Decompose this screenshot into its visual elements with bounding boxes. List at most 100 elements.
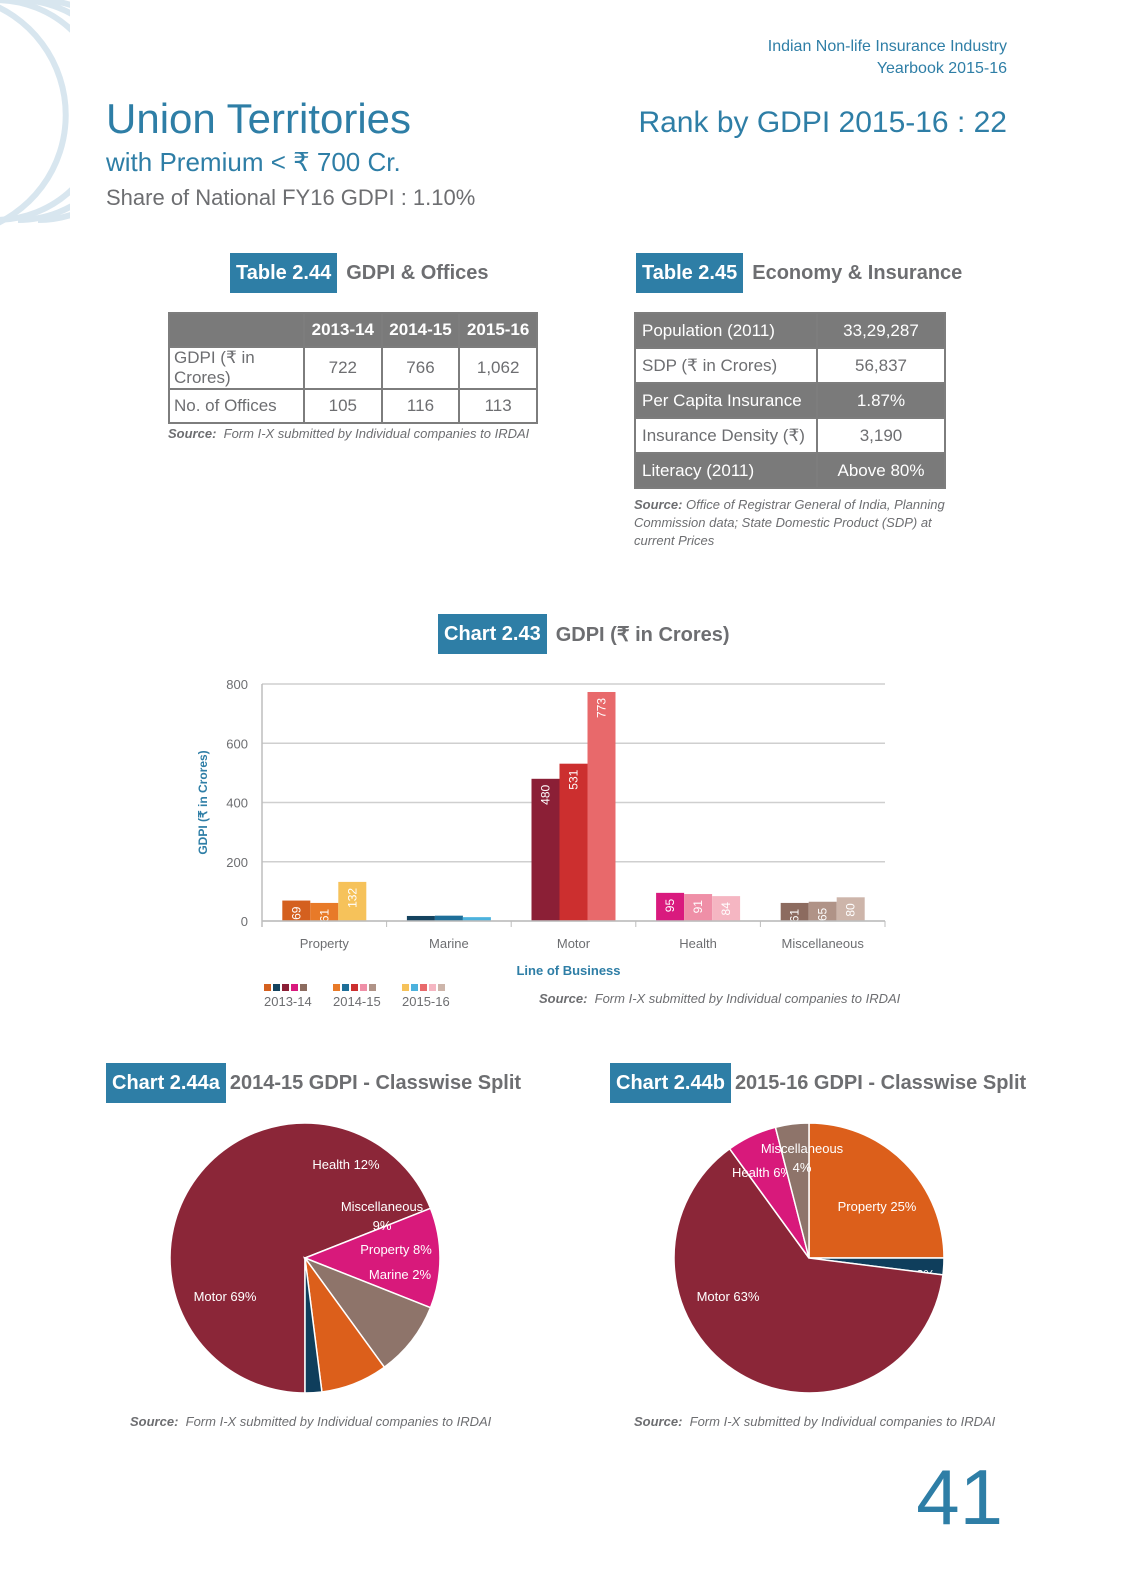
row-label: Literacy (2011) [634, 452, 818, 489]
bar-marine-2014-15 [434, 915, 463, 921]
bar-marine-2015-16 [462, 917, 491, 921]
chart-2-44b-source: Source: Form I-X submitted by Individual… [634, 1413, 995, 1431]
table-row: SDP (₹ in Crores) 56,837 [634, 347, 946, 384]
x-tick-label: Miscellaneous [782, 936, 865, 951]
caption-title: Economy & Insurance [752, 261, 963, 284]
source-label: Source: [539, 991, 588, 1006]
legend-label: 2015-16 [402, 994, 450, 1009]
caption-number: Table 2.44 [230, 253, 338, 293]
caption-title: 2014-15 GDPI - Classwise Split [229, 1071, 522, 1094]
caption-number: Chart 2.44b [610, 1063, 731, 1103]
bar-value-label: 480 [539, 784, 553, 804]
pie-label: Marine 2% [369, 1267, 432, 1282]
table-row: Insurance Density (₹) 3,190 [634, 417, 946, 454]
x-tick-label: Health [679, 936, 717, 951]
y-axis-label: GDPI (₹ in Crores) [196, 750, 210, 854]
chart-2-44a-source: Source: Form I-X submitted by Individual… [130, 1413, 491, 1431]
caption-title: GDPI & Offices [346, 261, 489, 284]
national-share: Share of National FY16 GDPI : 1.10% [106, 185, 476, 210]
chart-2-44a-caption: Chart 2.44a 2014-15 GDPI - Classwise Spl… [106, 1063, 521, 1103]
legend-swatch [300, 984, 307, 991]
bar-motor-2013-14 [531, 778, 560, 921]
pie-label: Property 8% [360, 1242, 432, 1257]
source-text: Form I-X submitted by Individual compani… [223, 426, 530, 441]
source-text: Form I-X submitted by Individual compani… [185, 1414, 492, 1429]
bar-health-2013-14 [656, 892, 685, 921]
bar-marine-2013-14 [406, 915, 435, 921]
x-tick-label: Property [300, 936, 350, 951]
pie-label: Health 6% [732, 1165, 792, 1180]
table-2-45-caption: Table 2.45 Economy & Insurance [636, 253, 962, 293]
legend-swatch [411, 984, 418, 991]
row-label: Insurance Density (₹) [634, 417, 818, 454]
source-text: Form I-X submitted by Individual compani… [689, 1414, 996, 1429]
x-tick-label: Motor [557, 936, 591, 951]
bar-value-label: 132 [345, 888, 359, 908]
table-cell: 113 [458, 388, 538, 424]
bar-property-2014-15 [310, 902, 339, 921]
legend-swatch [438, 984, 445, 991]
running-header: Indian Non-life Insurance Industry Yearb… [768, 36, 1007, 80]
source-label: Source: [634, 497, 683, 512]
legend-swatch [420, 984, 427, 991]
source-label: Source: [130, 1414, 179, 1429]
header-line-1: Indian Non-life Insurance Industry [767, 38, 1007, 55]
table-cell: 722 [303, 346, 383, 390]
table-cell: 766 [380, 346, 461, 390]
pie-chart-2014-15: Motor 69% Health 12% Miscellaneous 9% Proper… [169, 1122, 441, 1394]
legend-swatch [333, 984, 340, 991]
bar-value-label: 773 [595, 698, 609, 718]
row-label: SDP (₹ in Crores) [634, 347, 818, 384]
source-text-line-1: Office of Registrar General of India, Pl… [686, 497, 945, 512]
bar-value-label: 531 [567, 769, 581, 789]
gdpi-bar-chart: 0 200 400 600 800 GDPI (₹ in Crores) Property 6… [196, 677, 886, 1009]
bar-value-label: 17 [414, 922, 428, 936]
table-row: GDPI (₹ in Crores) 722 766 1,062 [168, 346, 538, 390]
table-cell: 1,062 [458, 346, 538, 390]
page-number: 41 [916, 1453, 1003, 1541]
source-text-line-2: Commission data; State Domestic Product … [634, 515, 932, 530]
chart-2-43-source: Source: Form I-X submitted by Individual… [539, 990, 900, 1008]
table-2-44: 2013-14 2014-15 2015-16 GDPI (₹ in Crore… [168, 312, 538, 424]
pie-slice-health [302, 1207, 441, 1309]
source-text-line-3: current Prices [634, 533, 715, 548]
bar-value-label: 69 [289, 906, 303, 920]
pie-slice-marine [304, 1257, 323, 1394]
bar-motor-2014-15 [559, 763, 588, 921]
source-label: Source: [168, 426, 217, 441]
legend-swatch [429, 984, 436, 991]
caption-number: Chart 2.44a [106, 1063, 226, 1103]
legend-swatch [264, 984, 271, 991]
page-subtitle: with Premium < ₹ 700 Cr. [106, 147, 401, 177]
bar-health-2014-15 [684, 894, 713, 921]
decorative-arcs [0, 0, 70, 226]
pie-label: 9% [373, 1218, 392, 1233]
table-row: Population (2011) 33,29,287 [634, 312, 946, 349]
bar-value-label: 61 [317, 909, 331, 923]
table-header [168, 312, 305, 348]
legend-swatch [342, 984, 349, 991]
legend-swatch [360, 984, 367, 991]
legend-swatch [402, 984, 409, 991]
chart-2-43-caption: Chart 2.43 GDPI (₹ in Crores) [438, 614, 730, 654]
pie-label: Motor 69% [194, 1289, 257, 1304]
caption-number: Chart 2.43 [438, 614, 547, 654]
table-row: No. of Offices 105 116 113 [168, 388, 538, 424]
row-label: GDPI (₹ in Crores) [168, 346, 305, 390]
bar-property-2015-16 [338, 881, 367, 921]
rank-label: Rank by GDPI 2015-16 : 22 [638, 106, 1007, 139]
pie-label: Property 25% [838, 1199, 917, 1214]
bar-value-label: 95 [663, 899, 677, 913]
x-axis-label: Line of Business [516, 963, 620, 978]
pie-slice-miscellaneous [774, 1122, 810, 1259]
table-cell: 116 [380, 388, 461, 424]
pie-label: Miscellaneous [761, 1141, 844, 1156]
table-row: Per Capita Insurance 1.87% [634, 382, 946, 419]
table-cell: 3,190 [816, 417, 946, 454]
pie-label: 4% [793, 1160, 812, 1175]
table-cell: Above 80% [816, 452, 946, 489]
bar-miscellaneous-2015-16 [836, 897, 865, 921]
bar-miscellaneous-2014-15 [808, 901, 837, 921]
legend-swatch [273, 984, 280, 991]
header-line-2: Yearbook 2015-16 [876, 60, 1007, 77]
